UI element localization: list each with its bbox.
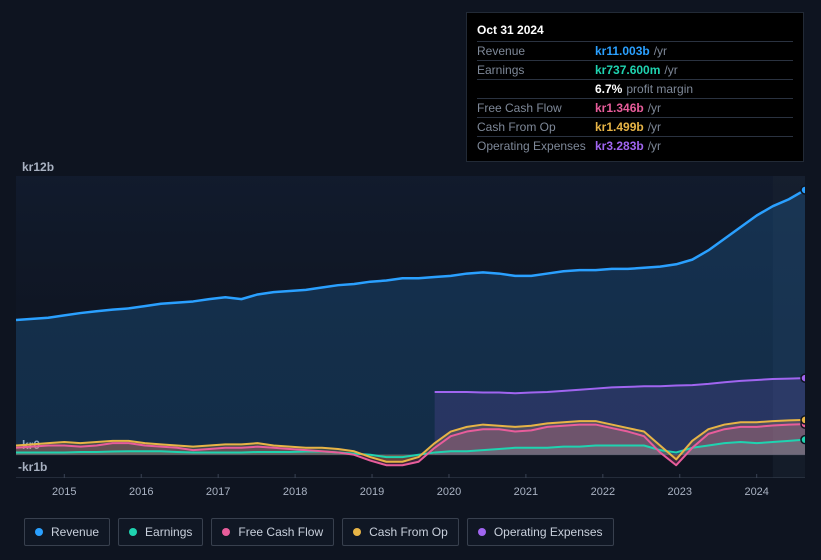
y-axis-label-top: kr12b — [22, 160, 54, 174]
tooltip-row: Revenuekr11.003b/yr — [477, 42, 793, 61]
x-axis-year: 2024 — [744, 486, 768, 498]
tooltip-row-label: Cash From Op — [477, 120, 595, 134]
tooltip-row-value: kr1.346b — [595, 101, 644, 115]
chart-tooltip: Oct 31 2024 Revenuekr11.003b/yrEarningsk… — [466, 12, 804, 162]
legend-label: Operating Expenses — [494, 525, 603, 539]
tooltip-row-value: kr11.003b — [595, 44, 650, 58]
tooltip-row-unit: profit margin — [626, 82, 693, 96]
legend-swatch-icon — [222, 528, 230, 536]
tooltip-row-value: kr737.600m — [595, 63, 660, 77]
tooltip-row: Earningskr737.600m/yr — [477, 61, 793, 80]
tooltip-row-unit: /yr — [664, 63, 677, 77]
x-axis-year: 2016 — [129, 486, 153, 498]
x-axis-year: 2021 — [514, 486, 538, 498]
legend-label: Free Cash Flow — [238, 525, 323, 539]
legend-item-cash-from-op[interactable]: Cash From Op — [342, 518, 459, 546]
x-axis-year: 2022 — [591, 486, 615, 498]
x-axis-labels: 2015 2016 2017 2018 2019 2020 2021 2022 2023 2024 — [16, 486, 805, 502]
x-axis-year: 2020 — [437, 486, 461, 498]
tooltip-row: Operating Expenseskr3.283b/yr — [477, 137, 793, 155]
legend-item-revenue[interactable]: Revenue — [24, 518, 110, 546]
tooltip-row-label: Revenue — [477, 44, 595, 58]
tooltip-row-label: Earnings — [477, 63, 595, 77]
x-axis-year: 2018 — [283, 486, 307, 498]
tooltip-row: Free Cash Flowkr1.346b/yr — [477, 99, 793, 118]
tooltip-date: Oct 31 2024 — [477, 19, 793, 42]
tooltip-row-label — [477, 82, 595, 96]
legend-swatch-icon — [478, 528, 486, 536]
legend-item-free-cash-flow[interactable]: Free Cash Flow — [211, 518, 334, 546]
tooltip-row-unit: /yr — [654, 44, 667, 58]
legend-label: Earnings — [145, 525, 192, 539]
tooltip-row-unit: /yr — [648, 120, 661, 134]
legend-item-operating-expenses[interactable]: Operating Expenses — [467, 518, 614, 546]
x-axis-year: 2023 — [668, 486, 692, 498]
x-axis-year: 2019 — [360, 486, 384, 498]
tooltip-row: Cash From Opkr1.499b/yr — [477, 118, 793, 137]
tooltip-row: 6.7% profit margin — [477, 80, 793, 99]
legend-swatch-icon — [353, 528, 361, 536]
x-axis-year: 2017 — [206, 486, 230, 498]
tooltip-row-label: Operating Expenses — [477, 139, 595, 153]
financial-chart — [16, 176, 805, 478]
tooltip-row-value: kr3.283b — [595, 139, 644, 153]
x-axis-year: 2015 — [52, 486, 76, 498]
tooltip-row-value: 6.7% — [595, 82, 622, 96]
tooltip-row-value: kr1.499b — [595, 120, 644, 134]
legend-label: Cash From Op — [369, 525, 448, 539]
tooltip-row-unit: /yr — [648, 101, 661, 115]
legend-label: Revenue — [51, 525, 99, 539]
tooltip-row-label: Free Cash Flow — [477, 101, 595, 115]
legend-swatch-icon — [129, 528, 137, 536]
legend-item-earnings[interactable]: Earnings — [118, 518, 203, 546]
tooltip-row-unit: /yr — [648, 139, 661, 153]
legend-swatch-icon — [35, 528, 43, 536]
chart-legend: Revenue Earnings Free Cash Flow Cash From O… — [24, 518, 614, 546]
